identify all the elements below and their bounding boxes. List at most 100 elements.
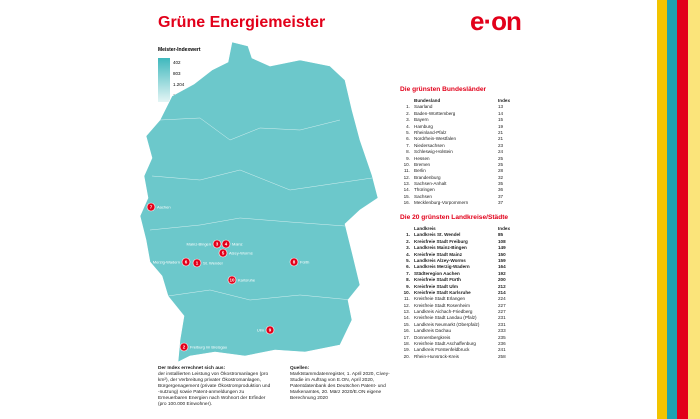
- index: 19: [498, 123, 504, 129]
- table-row: 13. Landkreis Aichach-Friedberg 227: [400, 309, 520, 315]
- table-row: 14. Thüringen 36: [400, 187, 520, 193]
- rank: 8.: [406, 277, 410, 283]
- name: Kreisfreie Stadt Freiburg: [414, 238, 468, 244]
- marker: [221, 239, 231, 249]
- rank: 14.: [403, 187, 410, 193]
- name: Nordrhein-Westfalen: [414, 136, 457, 142]
- index: 37: [498, 200, 504, 206]
- rank: 1.: [406, 104, 410, 110]
- name: Brandenburg: [414, 174, 441, 180]
- name: Landkreis Alzey-Worms: [414, 257, 466, 263]
- marker: [218, 248, 228, 258]
- table-row: 3. Landkreis Mainz-Bingen 149: [400, 245, 520, 251]
- borders: [149, 117, 373, 301]
- index: 108: [498, 238, 506, 244]
- index-title: Der Index errechnet sich aus:: [158, 366, 226, 371]
- markers: 7 Aachen 3 Mainz-Bingen 4 Mainz 5 Alzey-Worms 6M…: [146, 202, 309, 352]
- name: Landkreis Aichach-Friedberg: [414, 309, 473, 315]
- index: 85: [498, 232, 504, 238]
- index: 28: [498, 168, 504, 174]
- table-row: 4. Kreisfreie Stadt Mainz 150: [400, 252, 520, 258]
- marker-label: Merzig-Wadern: [153, 260, 180, 265]
- marker: [181, 257, 191, 267]
- rank: 2.: [406, 238, 410, 244]
- rank: 11.: [403, 168, 410, 174]
- name: Kreisfreie Stadt Rosenheim: [414, 302, 470, 308]
- index: 236: [498, 341, 506, 347]
- logo: e·on: [470, 6, 522, 36]
- rank: 10.: [403, 289, 410, 295]
- table-row: 15. Landkreis Neumarkt (Oberpfalz) 231: [400, 322, 520, 328]
- table-row: 4. Hamburg 19: [400, 124, 520, 130]
- header-cell: Bundesland: [414, 98, 441, 103]
- rank: 10.: [403, 161, 410, 167]
- table-row: 10. Kreisfreie Stadt Karlsruhe 214: [400, 290, 520, 296]
- marker-label: Mainz: [232, 242, 243, 247]
- table-row: 18. Kreisfreie Stadt Aschaffenburg 236: [400, 341, 520, 347]
- marker: [192, 258, 202, 268]
- rank: 20.: [403, 353, 410, 359]
- marker-label: Alzey-Worms: [229, 251, 253, 256]
- table-row: 7. Städteregion Aachen 192: [400, 271, 520, 277]
- marker-number: 2: [183, 345, 186, 350]
- header-cell: Index: [498, 226, 510, 231]
- index: 231: [498, 321, 506, 327]
- header-cell: Landkreis: [414, 226, 436, 231]
- table-row: 2. Kreisfreie Stadt Freiburg 108: [400, 239, 520, 245]
- legend-scale: [158, 58, 170, 102]
- header-cell: Index: [498, 98, 510, 103]
- name: Landkreis St. Wendel: [414, 232, 461, 238]
- name: Bremen: [414, 161, 431, 167]
- districts-table: Die 20 grünsten Landkreise/Städte Landkre…: [400, 214, 520, 360]
- index: 21: [498, 136, 504, 142]
- marker-number: 7: [150, 205, 153, 210]
- name: Landkreis Dachau: [414, 328, 452, 334]
- index: 32: [498, 174, 504, 180]
- marker: [227, 275, 237, 285]
- rank: 4.: [406, 123, 410, 129]
- marker: [179, 342, 189, 352]
- index: 23: [498, 142, 504, 148]
- legend-title: Meister-Indexwert: [158, 47, 201, 53]
- stripe: [677, 0, 688, 419]
- index: 227: [498, 309, 506, 315]
- rank: 9.: [406, 155, 410, 161]
- table-row: 8. Kreisfreie Stadt Fürth 200: [400, 277, 520, 283]
- index: 164: [498, 264, 506, 270]
- table-row: 8. Schleswig-Holstein 24: [400, 149, 520, 155]
- name: Städteregion Aachen: [414, 270, 460, 276]
- marker-label: Freiburg im Breisgau: [190, 345, 227, 350]
- stripe: [688, 0, 700, 419]
- marker-label: Aachen: [157, 205, 171, 210]
- table-row: 10. Bremen 25: [400, 162, 520, 168]
- marker-number: 3: [216, 242, 219, 247]
- index-note: Der Index errechnet sich aus: der instal…: [158, 366, 273, 408]
- rank: 4.: [406, 251, 410, 257]
- rank: 1.: [406, 232, 410, 238]
- index: 37: [498, 193, 504, 199]
- marker-number: 9: [269, 328, 272, 333]
- marker-label: Fürth: [300, 260, 309, 265]
- table-row: 5. Landkreis Alzey-Worms 159: [400, 258, 520, 264]
- name: Mecklenburg-Vorpommern: [414, 200, 469, 206]
- states-table: Die grünsten Bundesländer Bundesland Index…: [400, 86, 520, 207]
- rank: 15.: [403, 321, 410, 327]
- rank: 2.: [406, 110, 410, 116]
- rank: 5.: [406, 129, 410, 135]
- name: Kreisfreie Stadt Mainz: [414, 251, 462, 257]
- index: 241: [498, 347, 506, 353]
- marker: [212, 239, 222, 249]
- sources-title: Quellen:: [290, 366, 310, 371]
- rank: 6.: [406, 264, 410, 270]
- marker-label: Karlsruhe: [238, 278, 256, 283]
- table-row: 6. Nordrhein-Westfalen 21: [400, 136, 520, 142]
- marker-number: 8: [293, 260, 296, 265]
- marker-number: 5: [222, 251, 225, 256]
- index: 24: [498, 149, 504, 155]
- marker-label: St. Wendel: [203, 261, 223, 266]
- table-row: 11. Kreisfreie Stadt Erlangen 224: [400, 296, 520, 302]
- name: Kreisfreie Stadt Aschaffenburg: [414, 341, 476, 347]
- index: 233: [498, 328, 506, 334]
